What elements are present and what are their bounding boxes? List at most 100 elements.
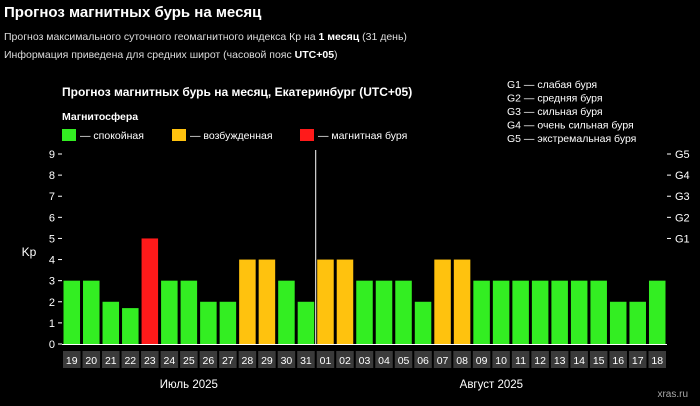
day-cell bbox=[238, 351, 257, 368]
y-tick-label: 6 bbox=[49, 212, 55, 224]
day-label: 25 bbox=[183, 355, 195, 367]
day-cell bbox=[394, 351, 413, 368]
day-label: 30 bbox=[281, 355, 293, 367]
day-label: 06 bbox=[417, 355, 429, 367]
day-cell bbox=[199, 351, 218, 368]
storm-scale-item: G1 — слабая буря bbox=[507, 79, 597, 91]
bar-13 bbox=[551, 280, 568, 344]
bar-14 bbox=[570, 280, 588, 344]
bar-17 bbox=[629, 301, 646, 344]
bar-10 bbox=[492, 280, 510, 344]
bar-16 bbox=[609, 301, 627, 344]
day-cell bbox=[355, 351, 374, 368]
day-label: 17 bbox=[632, 355, 644, 367]
legend-swatch bbox=[300, 129, 314, 141]
bar-31 bbox=[297, 301, 315, 344]
day-cell bbox=[609, 351, 627, 368]
day-cell bbox=[102, 351, 120, 368]
bar-07 bbox=[434, 259, 451, 344]
day-label: 24 bbox=[163, 355, 175, 367]
day-cell bbox=[414, 351, 432, 368]
bar-09 bbox=[473, 280, 490, 344]
timezone-suffix: ) bbox=[334, 49, 338, 61]
legend-swatch bbox=[172, 129, 186, 141]
day-label: 20 bbox=[85, 355, 97, 367]
legend-label: — возбужденная bbox=[190, 130, 273, 142]
bar-15 bbox=[590, 280, 607, 344]
bar-03 bbox=[356, 280, 373, 344]
day-cell bbox=[472, 351, 491, 368]
legend-title: Магнитосфера bbox=[62, 111, 138, 123]
day-label: 08 bbox=[456, 355, 468, 367]
bar-23 bbox=[141, 238, 159, 344]
day-label: 27 bbox=[222, 355, 234, 367]
day-cell bbox=[375, 351, 393, 368]
y-tick-label: 1 bbox=[49, 318, 55, 330]
day-cell bbox=[570, 351, 588, 368]
day-label: 31 bbox=[300, 355, 312, 367]
day-label: 14 bbox=[573, 355, 585, 367]
day-cell bbox=[433, 351, 452, 368]
day-label: 26 bbox=[203, 355, 215, 367]
bar-22 bbox=[122, 308, 139, 344]
g-scale-label: G3 bbox=[675, 191, 690, 203]
day-label: 02 bbox=[339, 355, 351, 367]
bar-05 bbox=[395, 280, 412, 344]
forecast-description: Прогноз максимального суточного геомагни… bbox=[4, 31, 407, 43]
y-tick-label: 7 bbox=[49, 191, 55, 203]
day-cell bbox=[511, 351, 530, 368]
day-label: 09 bbox=[476, 355, 488, 367]
day-label: 21 bbox=[105, 355, 117, 367]
y-tick-label: 4 bbox=[49, 255, 55, 267]
day-label: 19 bbox=[66, 355, 78, 367]
day-label: 28 bbox=[242, 355, 254, 367]
y-tick-label: 3 bbox=[49, 276, 55, 288]
day-label: 03 bbox=[359, 355, 371, 367]
bar-24 bbox=[161, 280, 178, 344]
day-label: 07 bbox=[437, 355, 449, 367]
chart-title: Прогноз магнитных бурь на месяц, Екатери… bbox=[62, 85, 412, 99]
day-cell bbox=[180, 351, 198, 368]
bar-19 bbox=[63, 280, 81, 344]
timezone-value: UTC+05 bbox=[294, 49, 335, 61]
day-label: 18 bbox=[651, 355, 663, 367]
day-cell bbox=[82, 351, 101, 368]
timezone-text: Информация приведена для средних широт (… bbox=[4, 49, 295, 61]
day-cell bbox=[316, 351, 335, 368]
chart-panel: Прогноз магнитных бурь на месяц, Екатери… bbox=[4, 72, 696, 402]
day-cell bbox=[121, 351, 140, 368]
y-tick-label: 5 bbox=[49, 233, 55, 245]
day-label: 13 bbox=[554, 355, 566, 367]
day-label: 10 bbox=[495, 355, 507, 367]
day-cell bbox=[297, 351, 315, 368]
legend-swatch bbox=[62, 129, 76, 141]
day-cell bbox=[277, 351, 296, 368]
bar-26 bbox=[200, 301, 217, 344]
day-cell bbox=[531, 351, 549, 368]
day-label: 16 bbox=[612, 355, 624, 367]
g-scale-label: G1 bbox=[675, 233, 690, 245]
month-label: Июль 2025 bbox=[160, 379, 218, 391]
day-cell bbox=[550, 351, 569, 368]
description-days: (31 день) bbox=[359, 31, 407, 43]
month-label: Август 2025 bbox=[460, 379, 523, 391]
bar-30 bbox=[278, 280, 295, 344]
g-scale-label: G2 bbox=[675, 212, 690, 224]
bar-01 bbox=[317, 259, 334, 344]
day-cell bbox=[63, 351, 81, 368]
day-cell bbox=[589, 351, 608, 368]
bar-04 bbox=[375, 280, 393, 344]
day-cell bbox=[141, 351, 159, 368]
watermark: xras.ru bbox=[657, 389, 688, 400]
bar-02 bbox=[336, 259, 354, 344]
bar-06 bbox=[414, 301, 432, 344]
day-label: 12 bbox=[534, 355, 546, 367]
bar-12 bbox=[531, 280, 549, 344]
day-cell bbox=[453, 351, 471, 368]
bar-18 bbox=[648, 280, 666, 344]
day-cell bbox=[492, 351, 510, 368]
day-cell bbox=[336, 351, 354, 368]
day-label: 04 bbox=[378, 355, 390, 367]
storm-scale-item: G3 — сильная буря bbox=[507, 106, 603, 118]
storm-scale-item: G5 — экстремальная буря bbox=[507, 133, 636, 145]
